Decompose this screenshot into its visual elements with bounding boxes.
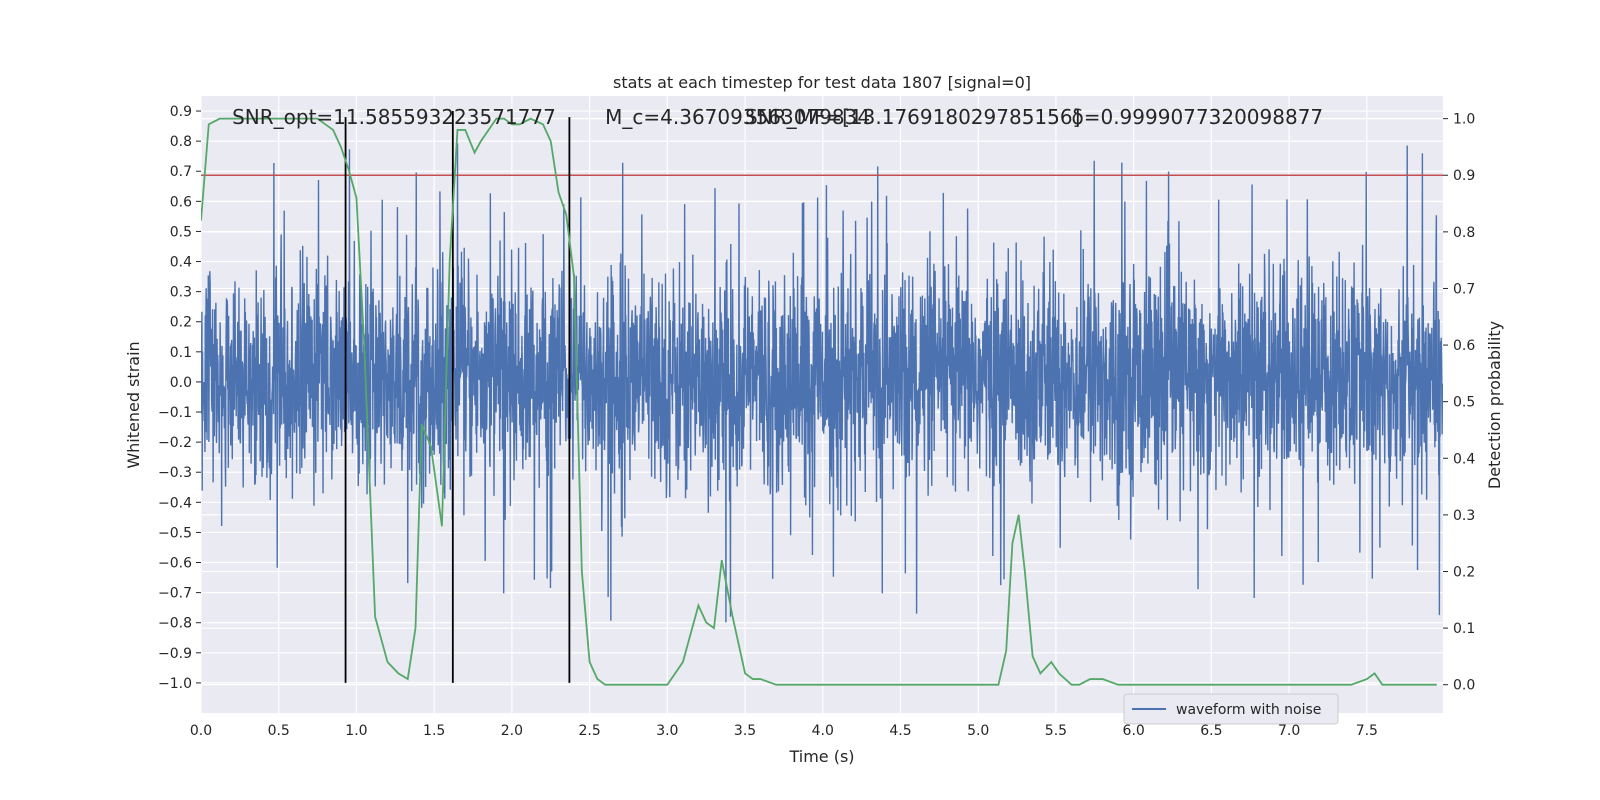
legend-box	[1123, 693, 1339, 725]
y-tick-label: 0.4	[170, 255, 192, 271]
y-tick-label: −0.5	[158, 525, 192, 541]
annotation-text: SNR_MF=[13.176918029785156]	[745, 105, 1080, 129]
y-right-tick-label: 0.4	[1453, 451, 1475, 467]
y-right-tick-label: 0.3	[1453, 508, 1475, 524]
y-tick-label: −0.8	[158, 616, 192, 632]
y-tick-label: −0.6	[158, 556, 192, 572]
x-tick-label: 4.5	[889, 723, 911, 739]
y-right-tick-label: 0.2	[1453, 564, 1475, 580]
x-tick-label: 5.5	[1045, 723, 1067, 739]
annotations: SNR_opt=11.585593223571777 M_c=4.36709356…	[232, 105, 1323, 129]
x-tick-label: 0.5	[268, 723, 290, 739]
y-tick-label: −0.2	[158, 435, 192, 451]
y-tick-label: −0.3	[158, 465, 192, 481]
y-tick-label: 0.2	[170, 315, 192, 331]
y-tick-label: 0.1	[170, 345, 192, 361]
y-tick-label: −0.4	[158, 495, 192, 511]
y-right-tick-label: 0.5	[1453, 395, 1475, 411]
x-tick-label: 7.0	[1278, 723, 1300, 739]
y-axis-label: Whitened strain	[124, 341, 143, 468]
chart-title: stats at each timestep for test data 180…	[613, 73, 1031, 92]
y-tick-label: 0.8	[170, 134, 192, 150]
detection-probability-line	[201, 117, 1437, 686]
series-waveform-with-noise	[201, 143, 1443, 623]
y-tick-label: 0.3	[170, 285, 192, 301]
y-axis-right-ticks: 0.0 0.1 0.2 0.3 0.4 0.5 0.6 0.7 0.8 0.9 1.0	[1443, 112, 1475, 694]
y-right-tick-label: 1.0	[1453, 112, 1475, 128]
x-tick-label: 1.5	[423, 723, 445, 739]
overlay	[201, 111, 1443, 686]
y-axis-right-label: Detection probability	[1485, 321, 1504, 489]
x-tick-label: 0.0	[190, 723, 212, 739]
x-tick-label: 2.0	[501, 723, 523, 739]
x-tick-label: 7.5	[1356, 723, 1378, 739]
annotation-text: M_c=4.367093563079834	[605, 105, 870, 129]
y-tick-label: −0.7	[158, 586, 192, 602]
x-axis-ticks: 0.0 0.5 1.0 1.5 2.0 2.5 3.0 3.5 4.0 4.5 5.0 5.5 6.0 6…	[190, 723, 1378, 739]
x-tick-label: 3.5	[734, 723, 756, 739]
y-tick-label: 0.9	[170, 104, 192, 120]
y-tick-label: −1.0	[158, 676, 192, 692]
y-right-tick-label: 0.8	[1453, 225, 1475, 241]
legend: waveform with noise	[1123, 693, 1339, 725]
y-tick-label: −0.1	[158, 405, 192, 421]
y-right-tick-label: 0.9	[1453, 168, 1475, 184]
annotation-text: δ=0.9999077320098877	[1071, 105, 1323, 129]
x-tick-label: 4.0	[812, 723, 834, 739]
x-tick-label: 5.0	[967, 723, 989, 739]
y-right-tick-label: 0.1	[1453, 621, 1475, 637]
x-axis-label: Time (s)	[788, 747, 854, 766]
y-tick-label: −0.9	[158, 646, 192, 662]
y-right-tick-label: 0.0	[1453, 678, 1475, 694]
y-tick-label: 0.7	[170, 164, 192, 180]
strain-line	[201, 143, 1443, 623]
x-tick-label: 6.0	[1123, 723, 1145, 739]
y-right-tick-label: 0.6	[1453, 338, 1475, 354]
x-tick-label: 1.0	[345, 723, 367, 739]
x-tick-label: 3.0	[656, 723, 678, 739]
x-tick-label: 2.5	[578, 723, 600, 739]
x-tick-label: 6.5	[1200, 723, 1222, 739]
y-tick-label: 0.6	[170, 194, 192, 210]
y-axis-ticks: −1.0 −0.9 −0.8 −0.7 −0.6 −0.5 −0.4 −0.3 −0.2 −0.1…	[158, 104, 201, 692]
annotation-text: SNR_opt=11.585593223571777	[232, 105, 556, 129]
y-tick-label: 0.5	[170, 224, 192, 240]
legend-label-waveform-with-noise: waveform with noise	[1176, 702, 1321, 718]
y-right-tick-label: 0.7	[1453, 281, 1475, 297]
y-tick-label: 0.0	[170, 375, 192, 391]
